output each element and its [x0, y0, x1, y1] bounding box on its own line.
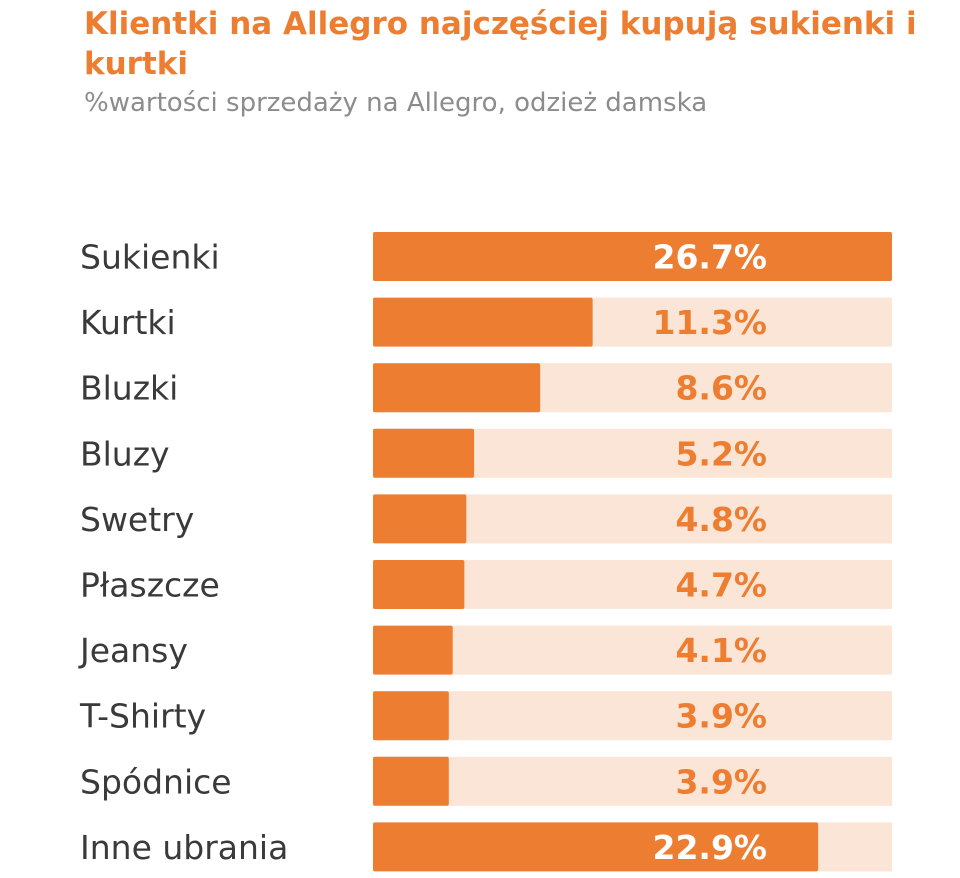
bar — [373, 691, 449, 741]
category-label: Inne ubrania — [80, 828, 288, 867]
category-label: Sukienki — [80, 238, 220, 277]
bar-row-swetry: Swetry 4.8% — [80, 494, 892, 544]
value-label: 5.2% — [675, 434, 767, 473]
bar-row-kurtki: Kurtki 11.3% — [80, 297, 892, 347]
chart-subtitle: %wartości sprzedaży na Allegro, odzież d… — [84, 88, 708, 118]
category-label: Płaszcze — [80, 566, 220, 605]
category-label: Swetry — [80, 500, 194, 539]
bar — [373, 494, 467, 544]
value-label: 4.1% — [675, 631, 767, 670]
value-label: 4.8% — [675, 500, 767, 539]
bar-track — [373, 691, 892, 741]
bar-track — [373, 756, 892, 806]
category-label: Bluzki — [80, 369, 178, 408]
category-label: Bluzy — [80, 434, 170, 473]
value-label: 26.7% — [653, 238, 768, 277]
bar-row-inne-ubrania: Inne ubrania 22.9% — [80, 822, 892, 872]
category-label: Kurtki — [80, 303, 176, 342]
bar — [373, 625, 453, 675]
bar — [373, 232, 892, 281]
bar — [373, 297, 593, 347]
bar-row-bluzy: Bluzy 5.2% — [80, 428, 892, 478]
category-label: Jeansy — [78, 631, 188, 670]
bar — [373, 428, 475, 478]
value-label: 11.3% — [653, 303, 768, 342]
bar — [373, 822, 819, 872]
chart-title: Klientki na Allegro najczęściej kupują s… — [84, 6, 917, 82]
value-label: 3.9% — [675, 762, 767, 801]
bar — [373, 363, 541, 413]
bar-row-jeansy: Jeansy 4.1% — [78, 625, 892, 675]
bar — [373, 756, 449, 806]
value-label: 3.9% — [675, 697, 767, 736]
value-label: 8.6% — [675, 369, 767, 408]
bar — [373, 560, 465, 609]
bar-track — [373, 625, 892, 675]
bar-row-spódnice: Spódnice 3.9% — [80, 756, 892, 806]
value-label: 4.7% — [675, 566, 767, 605]
bar-row-płaszcze: Płaszcze 4.7% — [80, 560, 892, 609]
category-label: T-Shirty — [79, 697, 206, 736]
bar-row-t-shirty: T-Shirty 3.9% — [79, 691, 892, 741]
bar-row-bluzki: Bluzki 8.6% — [80, 363, 892, 413]
category-label: Spódnice — [80, 762, 232, 801]
bar-row-sukienki: Sukienki 26.7% — [80, 232, 892, 281]
value-label: 22.9% — [653, 828, 768, 867]
